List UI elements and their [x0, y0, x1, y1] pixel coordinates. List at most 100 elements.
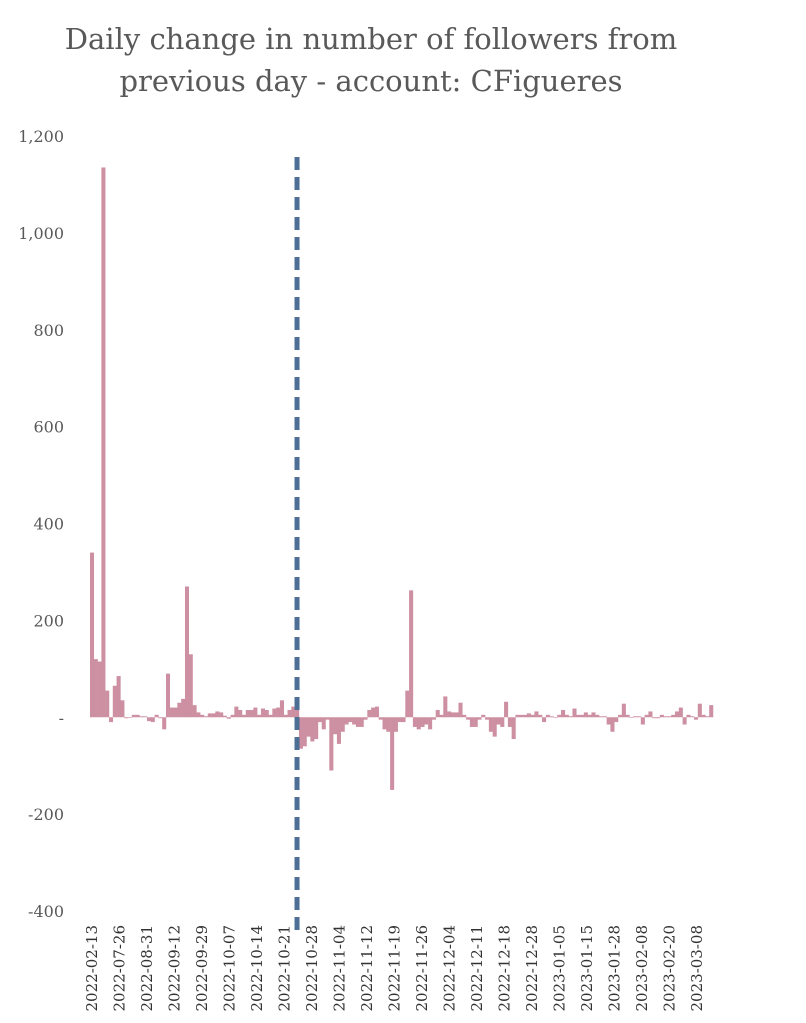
y-tick-label: 200 — [33, 611, 64, 630]
bar — [386, 717, 391, 732]
bar — [409, 590, 414, 718]
bar — [690, 716, 695, 718]
bar — [549, 716, 554, 718]
bar — [344, 717, 349, 725]
bar — [701, 714, 706, 718]
bar — [561, 709, 566, 718]
bar — [481, 714, 486, 718]
bar — [637, 716, 642, 718]
bar — [325, 717, 330, 720]
x-tick-label: 2022-11-04 — [331, 925, 349, 1011]
bar — [196, 712, 201, 718]
bar — [234, 706, 239, 718]
bar — [401, 717, 406, 723]
x-tick-label: 2022-10-28 — [303, 925, 321, 1011]
bar — [435, 709, 440, 718]
x-tick-label: 2022-10-14 — [248, 925, 266, 1011]
bar — [268, 714, 273, 718]
bar-series — [90, 167, 714, 790]
bar — [621, 703, 626, 718]
x-tick-label: 2023-01-05 — [551, 925, 569, 1011]
bar — [614, 717, 619, 723]
bar — [241, 714, 246, 718]
bar — [587, 714, 592, 718]
bar — [150, 717, 155, 723]
bar — [101, 167, 106, 718]
bar — [507, 717, 512, 727]
bar — [222, 715, 228, 718]
bar — [500, 717, 505, 727]
x-tick-label: 2022-10-21 — [276, 925, 294, 1011]
bar — [371, 707, 376, 718]
chart-title-line-2: previous day - account: CFigueres — [119, 64, 623, 98]
bar — [181, 698, 186, 718]
x-tick-label: 2022-09-29 — [193, 925, 211, 1011]
bar — [462, 714, 467, 718]
x-tick-label: 2022-11-12 — [358, 925, 376, 1011]
bar — [298, 717, 303, 749]
bar — [412, 717, 417, 727]
bar — [576, 714, 581, 718]
bar — [488, 717, 493, 732]
bar — [397, 717, 402, 723]
x-tick-label: 2022-12-28 — [523, 925, 541, 1011]
bar — [656, 717, 661, 719]
bar — [709, 705, 714, 718]
bar — [538, 714, 543, 718]
bar — [211, 713, 216, 718]
y-tick-label: 1,000 — [18, 224, 64, 243]
bar — [671, 714, 676, 718]
bar — [682, 717, 687, 725]
bar — [447, 711, 452, 718]
bar — [253, 707, 258, 718]
bar — [393, 717, 398, 732]
bar — [158, 717, 163, 719]
x-tick-label: 2022-12-18 — [496, 925, 514, 1011]
bar — [188, 654, 193, 718]
bar — [173, 707, 178, 718]
bar — [545, 714, 550, 718]
bar — [257, 714, 262, 718]
bar — [450, 712, 455, 718]
bar — [310, 717, 315, 742]
x-tick-label: 2023-01-15 — [578, 925, 596, 1011]
bar — [215, 711, 220, 718]
bar — [135, 714, 140, 718]
x-tick-label: 2022-11-26 — [413, 925, 431, 1011]
bar — [416, 717, 421, 730]
bar — [207, 713, 212, 718]
bar — [473, 717, 478, 727]
x-tick-label: 2023-02-08 — [633, 925, 651, 1011]
bar — [146, 717, 152, 722]
bar — [659, 714, 664, 718]
bar — [203, 716, 209, 718]
bar — [530, 714, 535, 718]
bar — [276, 707, 281, 718]
x-tick-label: 2023-02-20 — [661, 925, 679, 1011]
bar — [120, 700, 125, 718]
y-tick-label: 1,200 — [18, 127, 64, 146]
bar — [511, 717, 516, 740]
bar — [283, 714, 288, 718]
bar — [640, 717, 645, 725]
bar — [568, 716, 573, 718]
bar — [291, 706, 296, 718]
bar — [625, 714, 630, 718]
y-tick-label: -400 — [28, 902, 64, 921]
bar — [466, 717, 471, 720]
bar — [424, 717, 429, 725]
bar — [169, 707, 174, 718]
bar — [177, 702, 182, 718]
bar — [663, 716, 668, 718]
bar — [694, 717, 699, 720]
bar — [504, 701, 509, 718]
bar — [675, 711, 680, 718]
bar — [515, 714, 520, 718]
x-tick-label: 2022-12-04 — [441, 925, 459, 1011]
y-tick-label: 800 — [33, 321, 64, 340]
bar — [378, 717, 383, 720]
bar — [420, 717, 425, 727]
bar — [534, 711, 539, 718]
bar — [519, 714, 524, 718]
bar — [238, 709, 243, 718]
